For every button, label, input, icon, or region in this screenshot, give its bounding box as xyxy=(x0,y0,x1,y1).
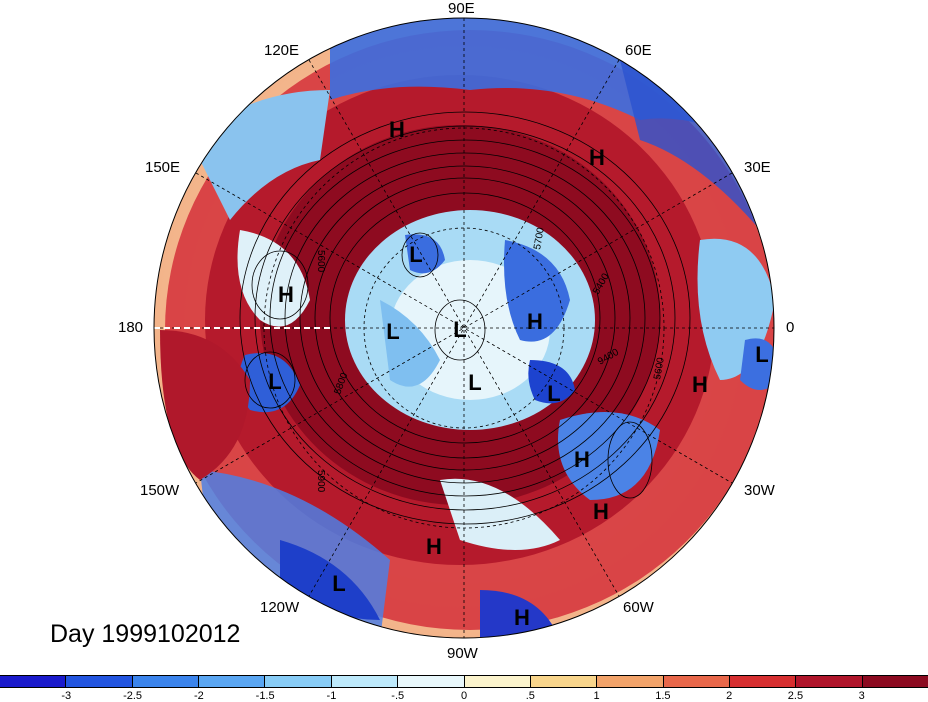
lon-label-150w: 150W xyxy=(140,482,180,499)
pressure-center: H xyxy=(589,145,605,170)
contour-label: 5700 xyxy=(532,226,547,250)
colorbar-segment xyxy=(0,676,67,687)
colorbar xyxy=(0,675,928,688)
colorbar-tick-label: -.5 xyxy=(391,690,405,702)
colorbar-tick-label: 0 xyxy=(460,690,468,702)
colorbar-tick-label: -1.5 xyxy=(255,690,275,702)
colorbar-tick-label: 3 xyxy=(858,690,865,702)
colorbar-tick-label: 1 xyxy=(593,690,600,702)
colorbar-segment xyxy=(331,676,399,687)
colorbar-segment xyxy=(663,676,730,687)
lon-label-30e: 30E xyxy=(744,159,771,176)
lon-label-30w: 30W xyxy=(744,482,775,499)
colorbar-segment xyxy=(597,676,664,687)
colorbar-tick-label: 1.5 xyxy=(655,690,671,702)
pressure-center: H xyxy=(574,447,590,472)
pressure-center: L xyxy=(386,319,400,344)
map-border xyxy=(153,17,775,639)
graticule xyxy=(154,18,774,638)
height-contours xyxy=(239,111,691,525)
lon-label-0: 0 xyxy=(786,319,795,336)
colorbar-tick-label: -2 xyxy=(193,690,204,702)
pressure-center: L xyxy=(332,571,346,596)
lon-label-60w: 60W xyxy=(623,599,654,616)
pressure-center: H xyxy=(389,117,405,142)
colorbar-segment xyxy=(66,676,133,687)
colorbar-tick-label: -2.5 xyxy=(123,690,143,702)
lon-label-150e: 150E xyxy=(145,159,181,176)
pressure-center: L xyxy=(409,242,423,267)
colorbar-segment xyxy=(132,676,200,687)
lon-label-60e: 60E xyxy=(625,42,652,59)
pressure-center: L xyxy=(468,370,482,395)
anomaly-field xyxy=(154,18,774,638)
colorbar-segment xyxy=(729,676,797,687)
contour-label: 5900 xyxy=(315,470,326,493)
pressure-center: H xyxy=(278,282,294,307)
pressure-center: H xyxy=(514,605,530,630)
colorbar-segment xyxy=(398,676,465,687)
colorbar-segment xyxy=(796,676,863,687)
pressure-center: H xyxy=(426,534,442,559)
contour-label: 5600 xyxy=(652,356,667,380)
pressure-center: H xyxy=(527,309,543,334)
colorbar-tick-label: .5 xyxy=(525,690,535,702)
pressure-center: L xyxy=(453,317,467,342)
colorbar-tick-label: 2.5 xyxy=(787,690,804,702)
colorbar-segment xyxy=(530,676,598,687)
colorbar-segment xyxy=(862,676,928,687)
lon-label-180: 180 xyxy=(118,319,144,336)
day-label: Day 1999102012 xyxy=(50,620,241,648)
lon-label-120e: 120E xyxy=(264,42,300,59)
pressure-center: H xyxy=(692,372,708,397)
pressure-center: L xyxy=(755,342,769,367)
lon-label-90e: 90E xyxy=(448,0,475,17)
pressure-center: H xyxy=(593,499,609,524)
colorbar-segment xyxy=(199,676,266,687)
pressure-center: L xyxy=(547,381,561,406)
contour-label: 5600 xyxy=(315,250,326,273)
colorbar-tick-label: -1 xyxy=(326,690,337,702)
pressure-center: L xyxy=(268,369,282,394)
colorbar-tick-label: 2 xyxy=(726,690,733,702)
lon-label-90w: 90W xyxy=(447,645,478,662)
colorbar-tick-label: -3 xyxy=(61,690,72,702)
colorbar-segment xyxy=(265,676,332,687)
lon-label-120w: 120W xyxy=(260,599,300,616)
colorbar-segment xyxy=(464,676,531,687)
